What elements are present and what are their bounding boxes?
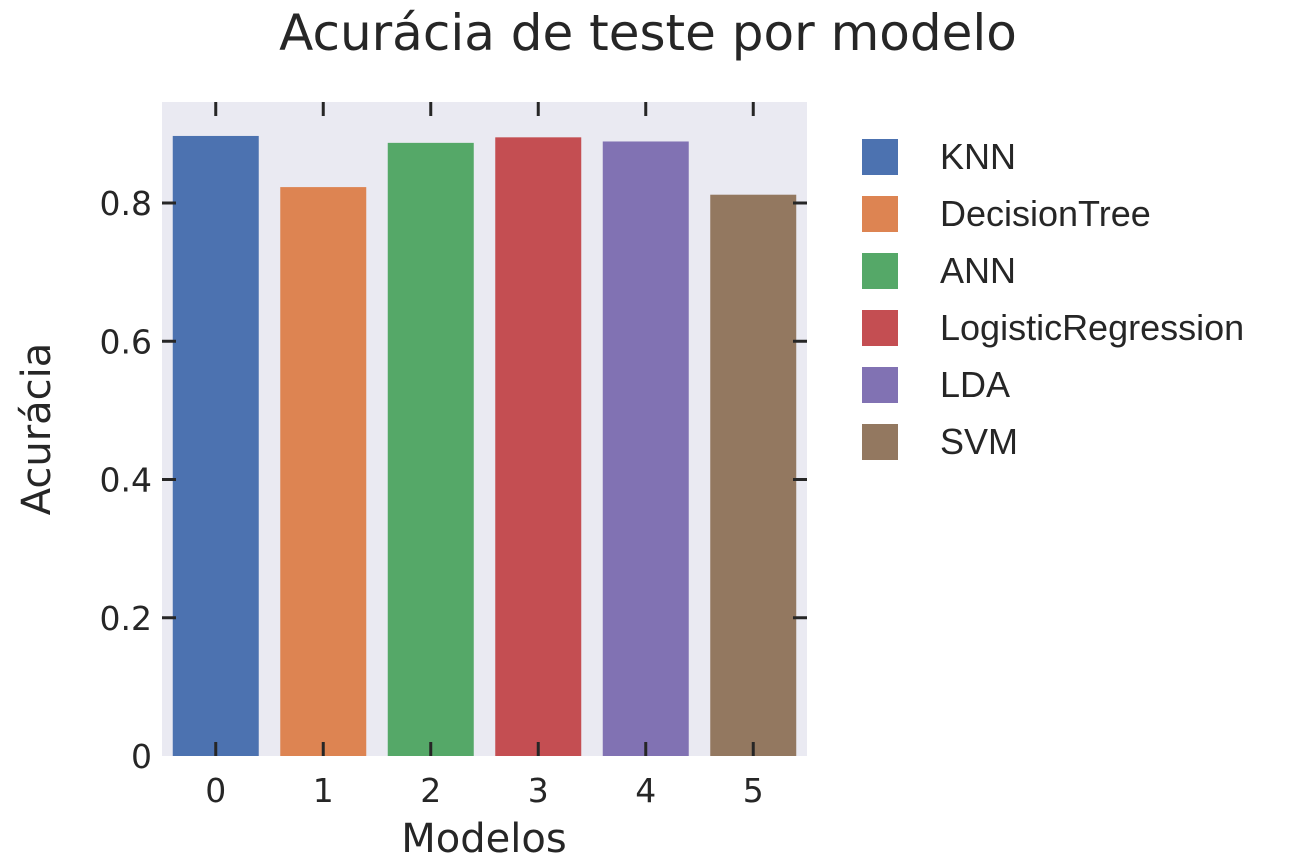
legend-swatch [862, 138, 898, 175]
x-tick-label: 2 [420, 771, 441, 810]
y-tick-label: 0.8 [100, 184, 152, 223]
x-tick-label: 1 [313, 771, 334, 810]
y-axis-label: Acurácia [14, 343, 60, 516]
bar-decisiontree [280, 187, 367, 756]
legend-swatch [862, 252, 898, 289]
plot-area [162, 102, 807, 756]
legend-item: SVM [862, 413, 1244, 470]
legend-item: DecisionTree [862, 185, 1244, 242]
legend-label: SVM [940, 420, 1019, 462]
legend-label: ANN [940, 249, 1017, 291]
legend-item: ANN [862, 242, 1244, 299]
legend-label: DecisionTree [940, 192, 1151, 234]
bar-lda [602, 141, 689, 756]
x-tick-label: 5 [743, 771, 764, 810]
x-axis-label: Modelos [401, 816, 566, 862]
x-tick-label: 0 [205, 771, 226, 810]
y-tick-label: 0.6 [100, 322, 152, 361]
bar-logisticregression [495, 137, 582, 757]
x-tick-label: 3 [528, 771, 549, 810]
legend-swatch [862, 423, 898, 460]
legend: KNN DecisionTree ANN LogisticRegression … [862, 128, 1244, 470]
legend-label: KNN [940, 135, 1017, 177]
y-tick-label: 0.2 [100, 599, 152, 638]
legend-item: KNN [862, 128, 1244, 185]
legend-swatch [862, 195, 898, 232]
legend-label: LogisticRegression [940, 306, 1245, 348]
y-tick-label: 0.4 [100, 461, 152, 500]
chart-title: Acurácia de teste por modelo [279, 4, 1017, 62]
bar-ann [387, 142, 474, 756]
legend-swatch [862, 366, 898, 403]
legend-label: LDA [940, 363, 1011, 405]
legend-item: LogisticRegression [862, 299, 1244, 356]
legend-item: LDA [862, 356, 1244, 413]
legend-swatch [862, 309, 898, 346]
y-tick-label: 0 [131, 737, 152, 776]
bar-svm [710, 194, 797, 756]
bar-knn [172, 135, 259, 757]
x-tick-label: 4 [635, 771, 656, 810]
